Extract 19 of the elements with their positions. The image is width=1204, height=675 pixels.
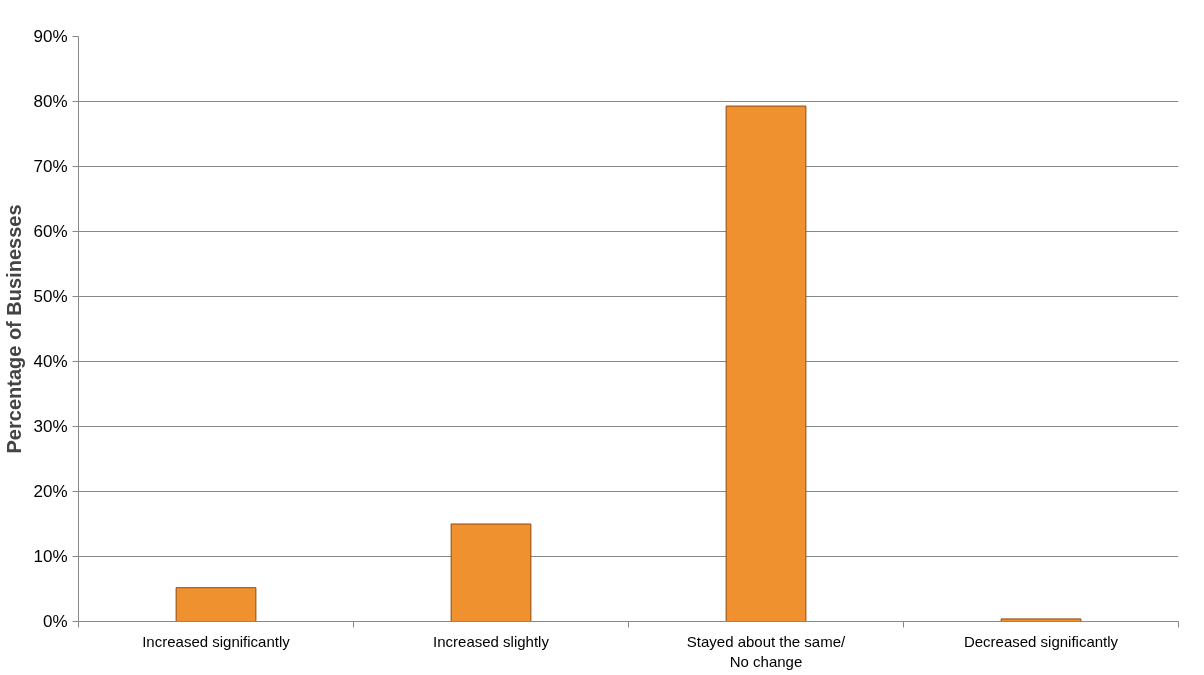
y-tick-label: 60% (33, 222, 68, 241)
y-tick-label: 20% (33, 482, 68, 501)
bar (450, 523, 532, 622)
y-tick-label: 0% (42, 612, 68, 631)
y-tick-label: 30% (33, 417, 68, 436)
y-axis-title: Percentage of Businesses (3, 204, 26, 454)
x-tick-label: Increased slightly (433, 632, 550, 650)
y-tick-label: 90% (33, 27, 68, 46)
y-tick-label: 70% (33, 157, 68, 176)
y-tick-label: 80% (33, 92, 68, 111)
bar (175, 587, 257, 622)
x-tick-label: Increased significantly (142, 632, 291, 650)
y-tick-label: 40% (33, 352, 68, 371)
bar (725, 105, 807, 622)
y-tick-label: 50% (33, 287, 68, 306)
bar (1000, 618, 1082, 622)
y-tick-label: 10% (33, 547, 68, 566)
x-tick-label: Decreased significantly (963, 632, 1119, 650)
x-tick-label: Stayed about the same/ No change (686, 632, 847, 670)
